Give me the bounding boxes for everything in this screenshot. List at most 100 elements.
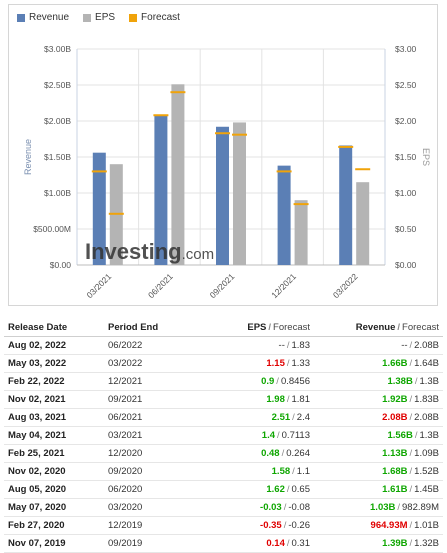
forecast-mark-revenue: [338, 145, 354, 148]
cell-period-end: 09/2021: [104, 390, 196, 409]
revenue-actual: 1.66B: [382, 358, 408, 369]
earnings-chart-panel: $0.00 $500.00M $1.00B $1.50B $2.00B $2.50B $3.…: [8, 4, 438, 306]
legend-label-forecast: Forecast: [141, 12, 180, 23]
revenue-actual: 1.56B: [387, 430, 413, 441]
cell-period-end: 12/2019: [104, 516, 196, 535]
revenue-sep: /: [409, 412, 413, 423]
eps-actual: 0.48: [261, 448, 280, 459]
cell-release-date: Feb 27, 2020: [4, 516, 104, 535]
cell-release-date: May 07, 2020: [4, 498, 104, 517]
revenue-forecast: 1.45B: [414, 484, 439, 495]
cell-release-date: Feb 25, 2021: [4, 444, 104, 463]
revenue-sep: /: [409, 484, 413, 495]
revenue-sep: /: [409, 340, 413, 351]
revenue-actual: 1.38B: [387, 376, 413, 387]
eps-actual: 0.14: [266, 538, 285, 549]
revenue-sep: /: [414, 376, 418, 387]
cell-eps: 1.15/1.33: [196, 354, 314, 373]
revenue-forecast: 982.89M: [402, 502, 439, 513]
revenue-forecast: 1.52B: [414, 466, 439, 477]
revenue-sep: /: [409, 448, 413, 459]
cell-revenue: 1.56B/1.3B: [314, 426, 443, 445]
revenue-forecast: 1.3B: [419, 376, 439, 387]
earnings-history-table: Release Date Period End EPS / Forecast Rev…: [4, 318, 443, 553]
eps-sep: /: [286, 538, 290, 549]
cell-release-date: May 04, 2021: [4, 426, 104, 445]
header-period-end[interactable]: Period End: [104, 318, 196, 337]
y-tick-label: $500.00M: [33, 224, 71, 234]
revenue-actual: 964.93M: [370, 520, 408, 531]
cell-eps: 2.51/2.4: [196, 408, 314, 427]
forecast-mark-eps: [108, 212, 124, 215]
bar-eps: [233, 122, 246, 265]
cell-eps: --/1.83: [196, 336, 314, 355]
header-release-date[interactable]: Release Date: [4, 318, 104, 337]
eps-sep: /: [283, 502, 287, 513]
header-eps[interactable]: EPS: [247, 321, 267, 333]
forecast-mark-revenue: [215, 132, 230, 135]
cell-revenue: 1.03B/982.89M: [314, 498, 443, 517]
y-tick-label: $0.00: [50, 260, 72, 270]
forecast-mark-revenue: [276, 170, 292, 173]
legend-item-eps[interactable]: EPS: [83, 12, 115, 23]
legend-swatch-forecast: [129, 13, 138, 22]
eps-forecast: 2.4: [296, 412, 310, 423]
revenue-sep: /: [397, 502, 401, 513]
y2-tick-label: $1.50: [395, 152, 417, 162]
header-revenue-forecast-label[interactable]: Forecast: [402, 321, 439, 333]
eps-actual: 1.15: [266, 358, 285, 369]
legend-label-eps: EPS: [95, 12, 116, 23]
eps-forecast: -0.08: [288, 502, 310, 513]
cell-release-date: Nov 02, 2021: [4, 390, 104, 409]
x-tick-label: 06/2021: [146, 271, 175, 300]
revenue-forecast: 1.32B: [414, 538, 439, 549]
cell-revenue: --/2.08B: [314, 336, 443, 355]
cell-revenue: 1.13B/1.09B: [314, 444, 443, 463]
table-body: Aug 02, 2022 06/2022 --/1.83 --/2.08B May 03…: [4, 336, 443, 553]
cell-revenue: 2.08B/2.08B: [314, 408, 443, 427]
revenue-forecast: 1.3B: [419, 430, 439, 441]
bar-eps: [294, 200, 308, 265]
eps-forecast: 0.264: [286, 448, 310, 459]
cell-eps: 1.98/1.81: [196, 390, 314, 409]
cell-period-end: 06/2022: [104, 336, 196, 355]
cell-revenue: 1.92B/1.83B: [314, 390, 443, 409]
chart-legend: Revenue EPS Forecast: [17, 12, 180, 23]
revenue-sep: /: [409, 520, 413, 531]
revenue-forecast: 1.83B: [414, 394, 439, 405]
eps-sep: /: [286, 358, 290, 369]
legend-item-forecast[interactable]: Forecast: [129, 12, 180, 23]
cell-period-end: 06/2021: [104, 408, 196, 427]
bar-revenue: [277, 165, 291, 265]
eps-sep: /: [286, 484, 290, 495]
header-revenue-sep: /: [397, 321, 401, 333]
watermark-suffix: .com: [182, 246, 215, 263]
revenue-sep: /: [409, 538, 413, 549]
table-row: Aug 05, 2020 06/2020 1.62/0.65 1.61B/1.45B: [4, 480, 443, 499]
table-row: Feb 27, 2020 12/2019 -0.35/-0.26 964.93M/1.…: [4, 516, 443, 535]
header-revenue[interactable]: Revenue: [355, 321, 396, 333]
forecast-mark-eps: [232, 133, 247, 136]
cell-revenue: 1.61B/1.45B: [314, 480, 443, 499]
eps-sep: /: [276, 376, 279, 387]
cell-revenue: 964.93M/1.01B: [314, 516, 443, 535]
eps-sep: /: [292, 466, 295, 477]
revenue-actual: 2.08B: [382, 412, 408, 423]
header-eps-forecast-label[interactable]: Forecast: [273, 321, 310, 333]
cell-eps: 1.62/0.65: [196, 480, 314, 499]
eps-sep: /: [277, 430, 280, 441]
x-tick-label: 09/2021: [208, 271, 237, 300]
eps-sep: /: [281, 448, 285, 459]
eps-forecast: -0.26: [288, 520, 310, 531]
eps-actual: -0.03: [260, 502, 282, 513]
cell-revenue: 1.66B/1.64B: [314, 354, 443, 373]
legend-item-revenue[interactable]: Revenue: [17, 12, 69, 23]
forecast-mark-revenue: [91, 170, 107, 173]
cell-period-end: 09/2020: [104, 462, 196, 481]
legend-swatch-revenue: [17, 13, 25, 22]
y2-tick-label: $0.50: [395, 224, 417, 234]
table-row: Aug 02, 2022 06/2022 --/1.83 --/2.08B: [4, 336, 443, 355]
cell-revenue: 1.39B/1.32B: [314, 534, 443, 553]
table-row: Nov 02, 2020 09/2020 1.58/1.1 1.68B/1.52B: [4, 462, 443, 481]
cell-period-end: 06/2020: [104, 480, 196, 499]
